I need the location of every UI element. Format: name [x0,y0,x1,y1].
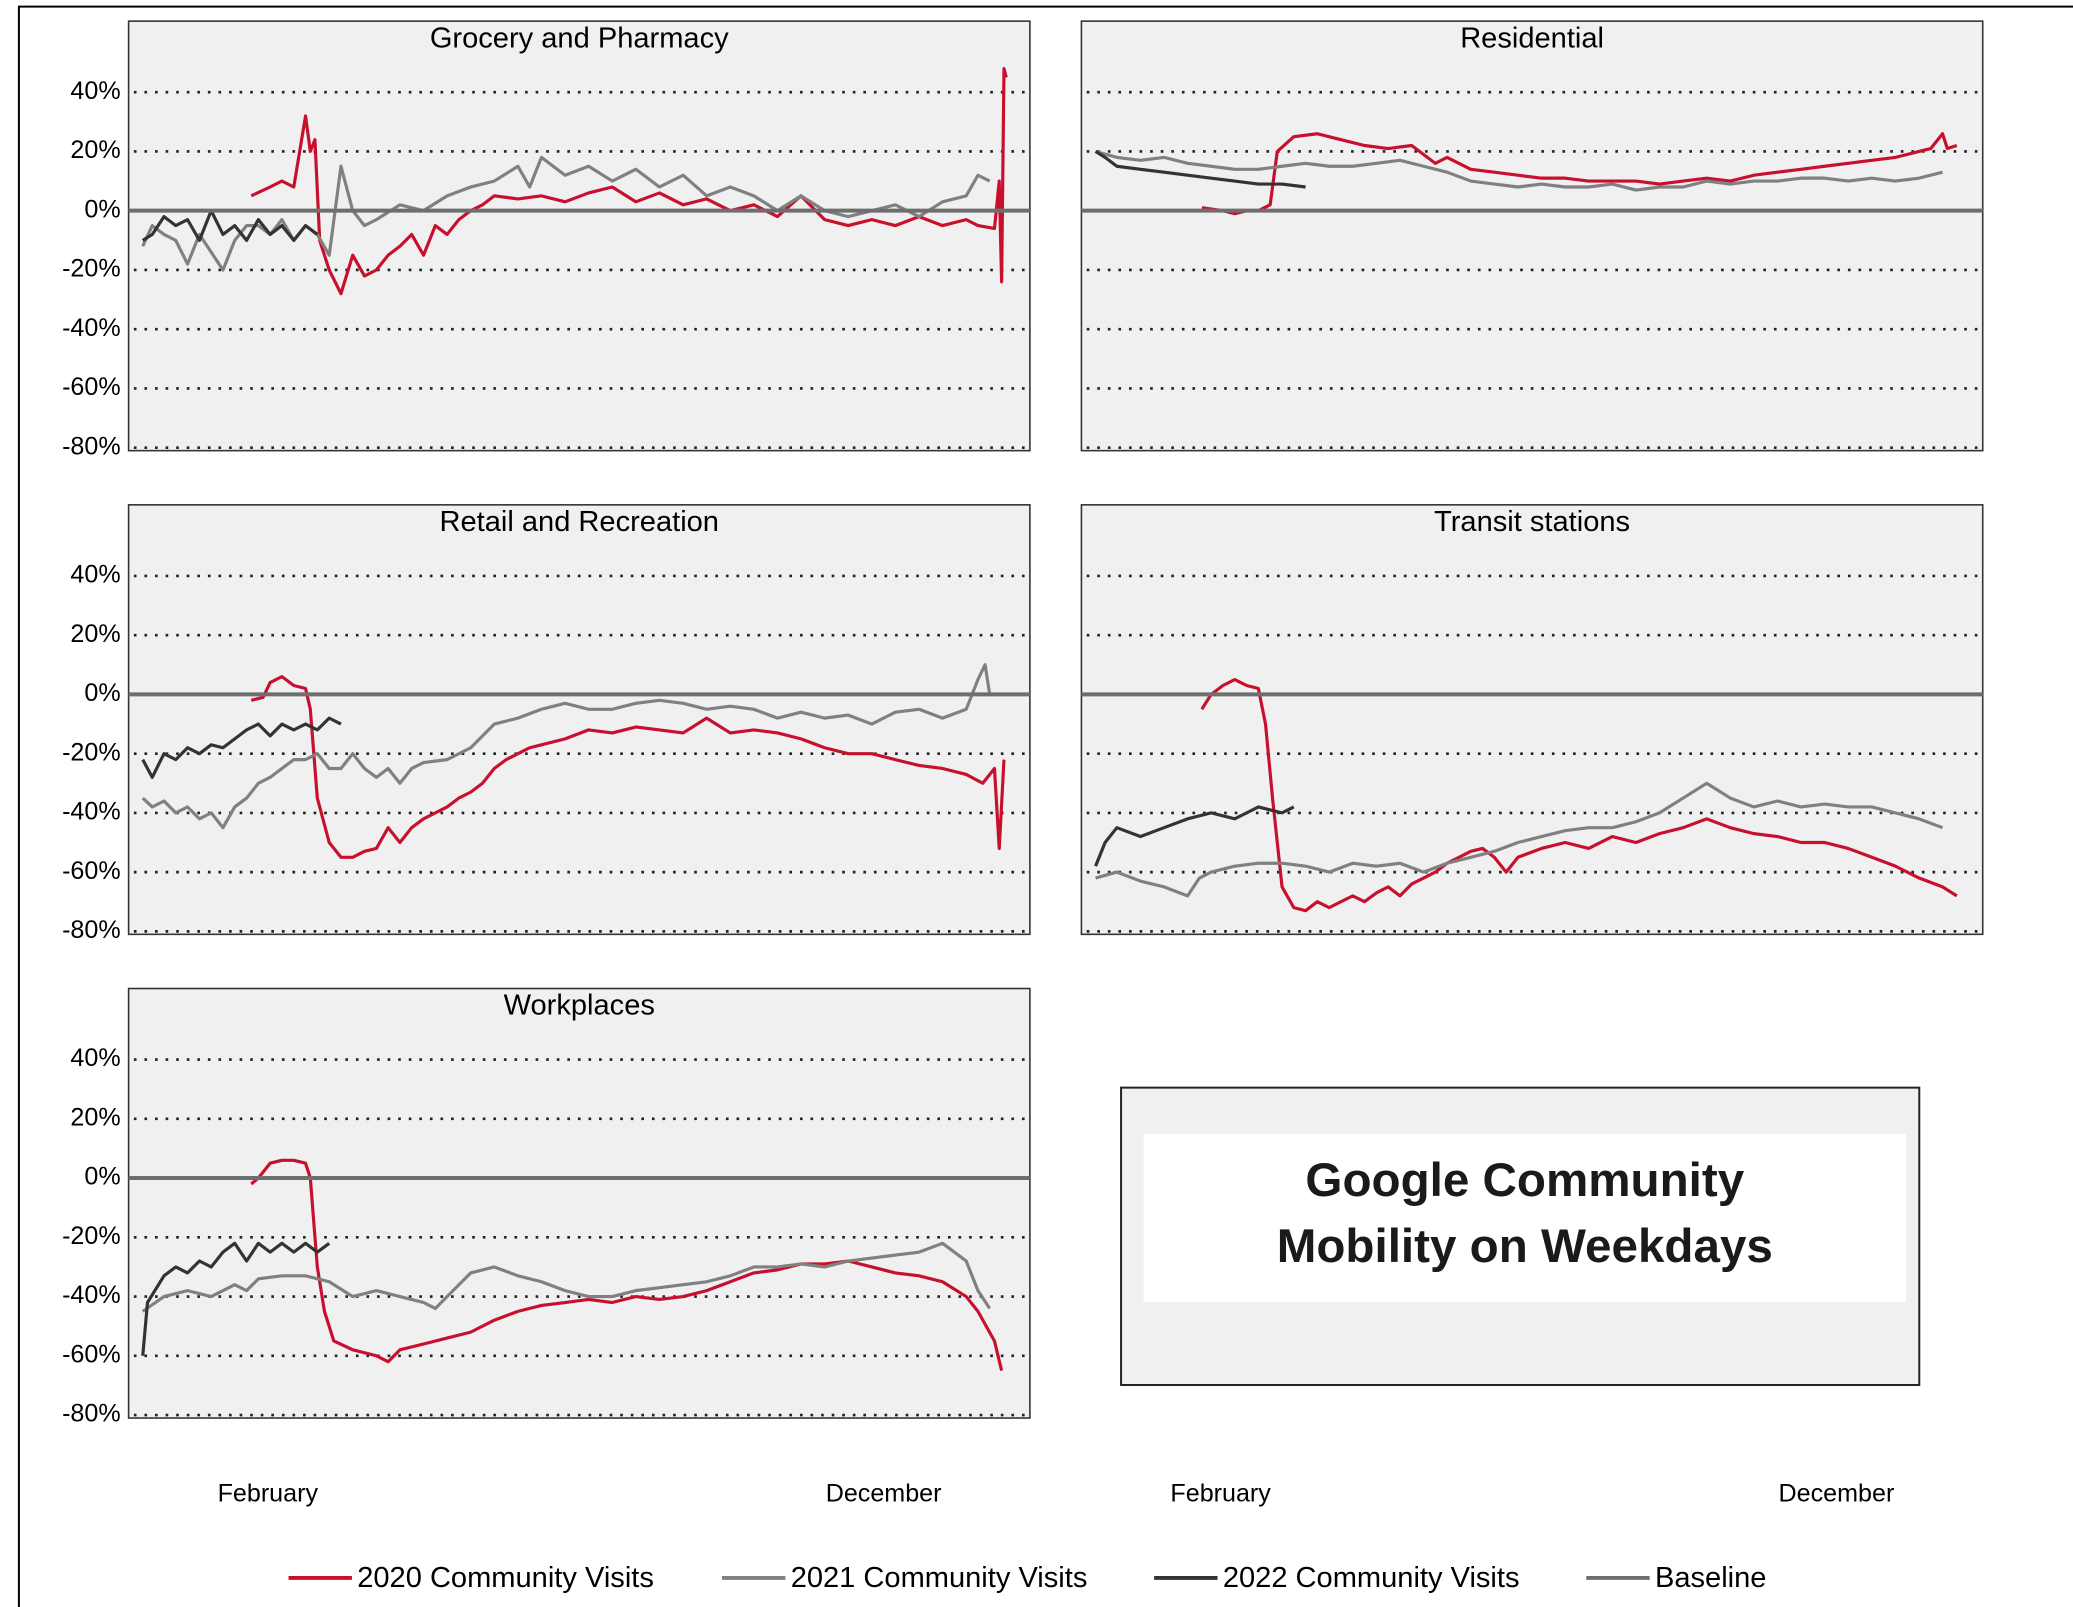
y-tick-label: 20% [70,136,120,164]
panel [1080,20,1984,452]
y-tick-label: 20% [70,620,120,648]
y-tick-label: -60% [62,857,121,885]
y-tick-label: -80% [62,432,121,460]
series-line [1095,781,1944,898]
legend-label: Baseline [1655,1562,1766,1594]
title-box-inner [1143,1133,1907,1302]
y-tick-label: 0% [84,1163,120,1191]
panel [127,20,1031,452]
legend-label: 2020 Community Visits [357,1562,654,1594]
y-tick-label: -80% [62,916,121,944]
legend-label: 2022 Community Visits [1223,1562,1520,1594]
y-tick-label: -20% [62,738,121,766]
y-tick-label: -60% [62,1340,121,1368]
panel-title: Retail and Recreation [439,506,718,538]
panel-title: Workplaces [504,990,655,1022]
y-tick-label: -60% [62,373,121,401]
series-line [250,1158,1004,1371]
series-line [1095,149,1943,192]
y-tick-label: 0% [84,195,120,223]
y-tick-label: -20% [62,1222,121,1250]
panel [127,987,1031,1419]
y-tick-label: 0% [84,679,120,707]
frame [17,5,2073,1607]
y-tick-label: -40% [62,314,121,342]
y-tick-label: 40% [70,1044,120,1072]
x-tick-label: February [1170,1479,1271,1507]
y-tick-label: -80% [62,1400,121,1428]
y-tick-label: -20% [62,255,121,283]
y-tick-label: 40% [70,561,120,589]
series-line [141,663,992,830]
series-line [1201,132,1958,216]
x-tick-label: February [218,1479,319,1507]
panel-title: Transit stations [1434,506,1630,538]
chart-title: Google Community Mobility on Weekdays [1276,1152,1773,1273]
series-line [141,1241,992,1313]
x-tick-label: December [826,1479,942,1507]
y-tick-label: -40% [62,798,121,826]
series-line [1200,677,1958,913]
y-tick-label: -40% [62,1281,121,1309]
panel [127,504,1031,936]
panel-title: Grocery and Pharmacy [430,22,729,54]
series-line [1094,150,1306,189]
x-tick-label: December [1779,1479,1895,1507]
panel-title: Residential [1460,22,1604,54]
y-tick-label: 40% [70,77,120,105]
y-tick-label: 20% [70,1103,120,1131]
series-line [1094,805,1295,867]
series-line [141,1241,331,1356]
series-line [141,209,319,242]
series-line [250,675,1006,859]
title-holder: Google Community Mobility on Weekdays [1276,1152,1773,1273]
series-line [141,716,342,779]
legend-label: 2021 Community Visits [791,1562,1088,1594]
